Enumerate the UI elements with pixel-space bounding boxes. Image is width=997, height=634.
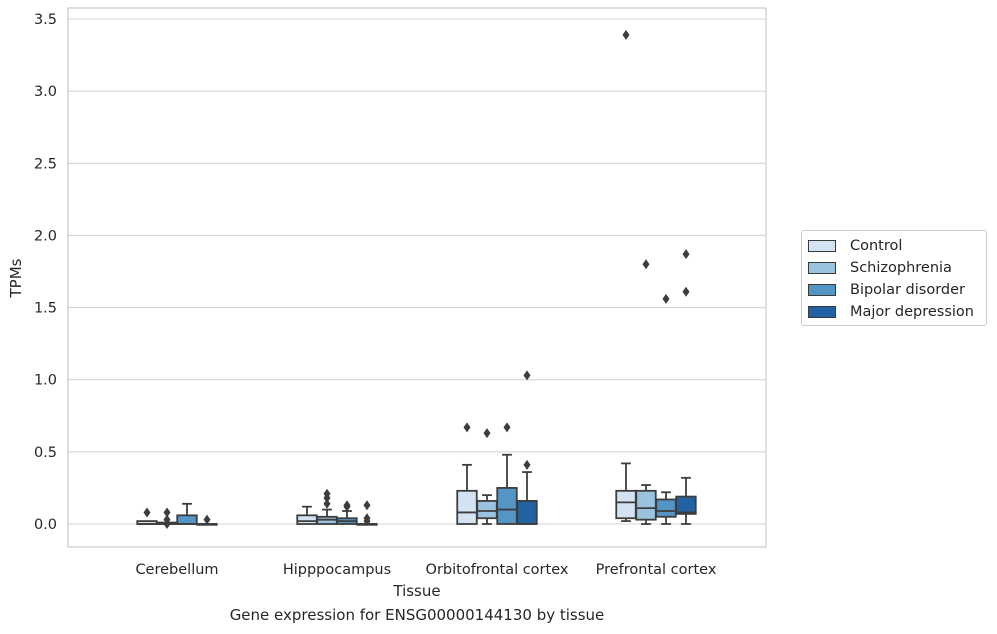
box-1-0 [296,505,318,525]
x-tick-label: Prefrontal cortex [596,562,717,578]
outlier-point [143,507,151,518]
y-tick-label: 3.5 [34,12,57,28]
legend-item-major-depression: Major depression [808,302,974,322]
outlier-point [363,500,371,511]
outlier-point [662,293,670,304]
box-body [176,514,198,525]
outlier-point [343,500,351,511]
box-0-3 [196,514,218,526]
box-body [655,498,677,518]
grid-lines [68,18,766,525]
legend-swatch-major-depression [808,306,836,318]
legend-label-major-depression: Major depression [850,304,974,320]
outlier-point [642,259,650,270]
box-0-2 [176,502,198,525]
box-3-0 [615,29,637,523]
outlier-point [503,422,511,433]
box-1-1 [316,488,338,525]
legend-label-control: Control [850,238,903,254]
y-axis-label: TPMs [7,258,25,298]
outlier-point [483,428,491,439]
box-1-2 [336,500,358,525]
legend-item-schizophrenia: Schizophrenia [808,258,952,278]
box-body [635,489,657,521]
box-body [516,500,538,525]
outlier-point [682,249,690,260]
legend-swatch-bipolar [808,284,836,296]
box-body [476,500,498,520]
box-body [496,487,518,525]
x-tick-labels: Cerebellum Hipppocampus Orbitofrontal cort… [135,562,716,578]
legend: Control Schizophrenia Bipolar disorder M… [801,230,987,326]
chart-caption: Gene expression for ENSG00000144130 by t… [229,606,605,624]
y-tick-label: 1.5 [34,301,57,317]
box-0-0 [136,507,158,525]
y-tick-labels: 0.0 0.5 1.0 1.5 2.0 2.5 3.0 3.5 [34,12,57,533]
x-axis-label: Tissue [392,582,440,600]
plot-frame [67,7,767,548]
outlier-point [323,498,331,509]
box-body [675,495,697,515]
box-body [456,489,478,525]
x-tick-label: Cerebellum [135,562,218,578]
box-body [615,489,637,520]
y-tick-label: 0.0 [34,517,57,533]
box-2-1 [476,428,498,525]
x-tick-label: Hipppocampus [283,562,391,578]
outlier-point [523,459,531,470]
y-tick-label: 0.5 [34,445,57,461]
box-2-2 [496,422,518,525]
legend-label-bipolar: Bipolar disorder [850,282,965,298]
box-body [296,514,318,525]
box-1-3 [356,500,378,527]
outlier-point [163,514,171,525]
outlier-point [203,514,211,525]
outlier-point [523,370,531,381]
box-2-0 [456,422,478,525]
y-tick-label: 1.0 [34,373,57,389]
x-tick-label: Orbitofrontal cortex [426,562,569,578]
box-2-3 [516,370,538,525]
box-3-2 [655,293,677,525]
box-3-3 [675,249,697,525]
legend-label-schizophrenia: Schizophrenia [850,260,952,276]
y-tick-label: 2.0 [34,228,57,244]
outlier-point [363,513,371,524]
outlier-point [163,507,171,518]
outlier-point [622,29,630,40]
box-3-1 [635,259,657,525]
legend-item-control: Control [808,236,902,256]
box-groups [136,29,697,529]
box-0-1 [156,507,178,529]
y-tick-label: 2.5 [34,156,57,172]
legend-item-bipolar: Bipolar disorder [808,280,965,300]
outlier-point [682,286,690,297]
legend-swatch-control [808,240,836,252]
outlier-point [463,422,471,433]
outlier-point [323,488,331,499]
legend-swatch-schizophrenia [808,262,836,274]
y-tick-label: 3.0 [34,84,57,100]
